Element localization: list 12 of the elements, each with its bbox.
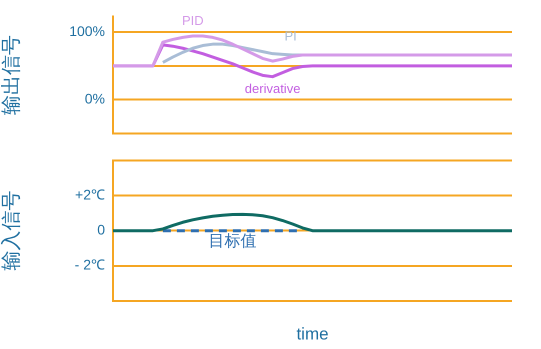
- y-axis-title: 输入信号: [0, 190, 23, 271]
- series-label: PID: [182, 13, 204, 28]
- y-tick-label: +2℃: [75, 186, 105, 202]
- series-label: derivative: [244, 80, 300, 96]
- y-tick-label: 0%: [84, 90, 105, 107]
- y-tick-label: 0: [97, 222, 106, 238]
- y-tick-label: 100%: [69, 22, 105, 39]
- y-tick-label: - 2℃: [74, 256, 105, 273]
- y-axis-title: 输出信号: [0, 35, 23, 115]
- series-label: PI: [284, 28, 297, 44]
- series-label: 目标值: [208, 233, 257, 250]
- x-axis-title: time: [296, 324, 329, 344]
